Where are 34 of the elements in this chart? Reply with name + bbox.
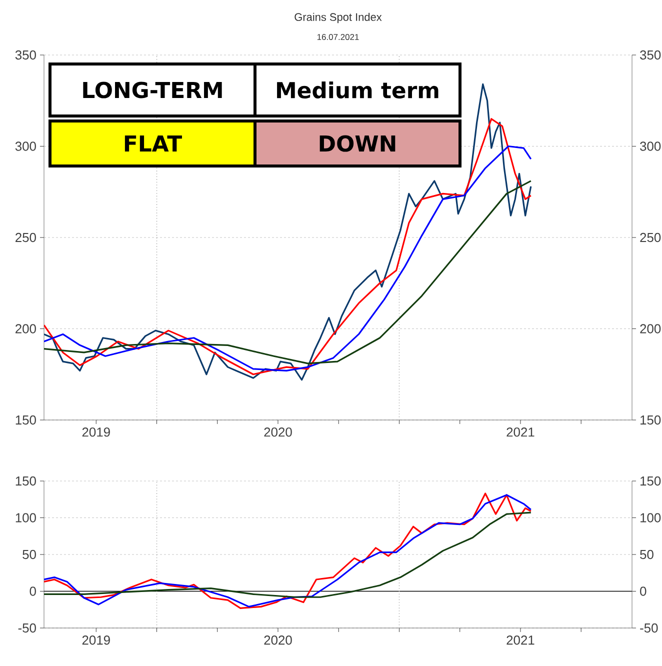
y2-tick-label: 0 (640, 586, 646, 596)
y2-tick-label: 150 (640, 476, 661, 486)
x-tick-label: 2020 (264, 636, 292, 645)
y2-tick-label: 250 (640, 232, 661, 242)
y2-tick-label: 50 (640, 550, 654, 560)
y2-tick-label: 100 (640, 513, 661, 522)
annotation: DOWN (320, 135, 396, 152)
chart-title: Grains Spot Index (294, 12, 382, 24)
y-tick-label: 150 (16, 476, 36, 486)
line-series (44, 512, 532, 598)
x-tick-label: 2021 (506, 428, 534, 437)
y-tick-label: 0 (30, 586, 36, 596)
chart-subtitle: 16.07.2021 (317, 34, 359, 40)
y-tick-label: -50 (18, 623, 36, 633)
annotation: LONG-TERM (83, 82, 222, 98)
y-tick-label: 250 (16, 232, 36, 242)
y-tick-label: 300 (15, 142, 36, 151)
x-tick-label: 2019 (82, 636, 110, 645)
y2-tick-label: 150 (640, 415, 661, 425)
annotation: FLAT (124, 136, 182, 152)
x-tick-label: 2019 (82, 428, 110, 437)
y-tick-label: 350 (15, 50, 36, 60)
x-tick-label: 2020 (264, 428, 292, 437)
y-tick-label: 150 (16, 415, 36, 425)
y-tick-label: 100 (16, 513, 36, 522)
x-tick-label: 2021 (506, 636, 534, 645)
y2-tick-label: -50 (640, 623, 658, 633)
annotation: Medium term (277, 82, 438, 98)
y-tick-label: 50 (22, 550, 36, 560)
line-series (44, 180, 532, 364)
y2-tick-label: 350 (640, 50, 661, 60)
y2-tick-label: 300 (640, 142, 661, 151)
y-tick-label: 200 (16, 324, 36, 334)
y2-tick-label: 200 (640, 324, 661, 334)
